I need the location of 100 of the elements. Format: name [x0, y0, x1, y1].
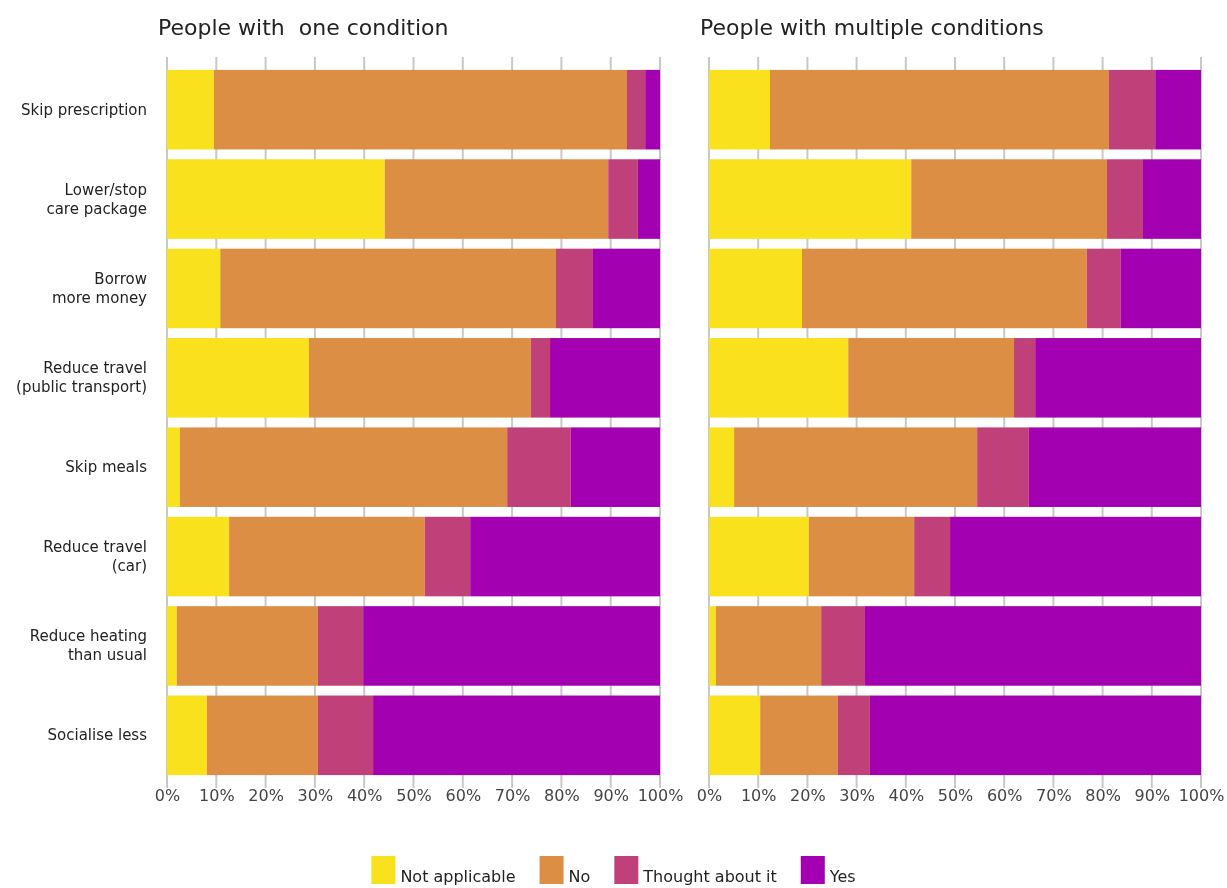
x-tick-label: 10%	[740, 786, 777, 806]
x-tick-label: 30%	[839, 786, 875, 806]
bar	[384, 159, 609, 239]
x-tick-label: 80%	[1085, 786, 1121, 806]
x-tick-label: 20%	[248, 786, 284, 806]
bar	[317, 695, 374, 776]
x-tick-label: 30%	[297, 786, 334, 806]
bar	[821, 606, 865, 686]
bar	[770, 69, 1109, 150]
x-tick-label: 40%	[346, 786, 383, 806]
legend-label: Yes	[828, 867, 856, 886]
bar	[167, 159, 385, 239]
legend-label: Not applicable	[400, 867, 516, 886]
y-tick-label: Reduce travel (car)	[43, 538, 147, 576]
bar	[837, 695, 870, 776]
bar	[363, 606, 660, 686]
bar	[167, 516, 230, 597]
bar	[470, 516, 660, 597]
x-tick-label: 60%	[986, 786, 1023, 806]
x-tick-label: 20%	[790, 786, 826, 806]
bar	[709, 606, 716, 686]
bar	[308, 338, 531, 418]
y-tick-label: Skip meals	[65, 458, 148, 477]
bar	[1086, 248, 1121, 329]
x-tick-label: 100%	[637, 786, 684, 806]
bar	[317, 606, 364, 686]
chart-title: People with multiple conditions	[700, 15, 1044, 40]
bar	[1014, 338, 1036, 418]
bar	[167, 248, 221, 329]
bar	[626, 69, 646, 150]
y-tick-label: Reduce travel (public transport)	[16, 359, 147, 397]
bar	[709, 516, 809, 597]
y-tick-label: Borrow more money	[51, 269, 148, 307]
x-tick-label: 0%	[154, 786, 181, 806]
bar	[1107, 159, 1143, 239]
bar	[709, 248, 802, 329]
y-tick-label: Skip prescription	[21, 100, 147, 119]
bar	[950, 516, 1201, 597]
bar	[206, 695, 318, 776]
bar	[808, 516, 915, 597]
bar	[645, 69, 660, 150]
legend-label: Thought about it	[642, 867, 777, 886]
x-tick-label: 40%	[888, 786, 925, 806]
y-tick-label: Lower/stop care package	[46, 180, 147, 218]
y-tick-label: Socialise less	[47, 726, 148, 745]
bar	[167, 427, 180, 507]
bar	[709, 69, 771, 150]
bar	[530, 338, 551, 418]
bar	[709, 159, 912, 239]
x-tick-label: 80%	[544, 786, 580, 806]
bar	[801, 248, 1087, 329]
x-tick-label: 10%	[199, 786, 235, 806]
x-tick-label: 100%	[1178, 786, 1225, 806]
bar	[555, 248, 593, 329]
x-tick-label: 70%	[1036, 786, 1072, 806]
bar	[507, 427, 571, 507]
bar	[848, 338, 1015, 418]
bar	[213, 69, 627, 150]
bar	[167, 606, 177, 686]
bar	[424, 516, 471, 597]
bar	[911, 159, 1108, 239]
chart-title: People with one condition	[158, 15, 449, 40]
x-tick-label: 50%	[937, 786, 974, 806]
bar	[373, 695, 660, 776]
bar	[709, 338, 849, 418]
bar	[550, 338, 660, 418]
bar	[637, 159, 660, 239]
bar	[709, 695, 761, 776]
bar	[167, 695, 207, 776]
bar	[176, 606, 318, 686]
bar	[229, 516, 425, 597]
bar	[1142, 159, 1201, 239]
bar	[592, 248, 660, 329]
bar	[864, 606, 1201, 686]
bar	[570, 427, 660, 507]
x-tick-label: 90%	[593, 786, 629, 806]
bar	[1028, 427, 1201, 507]
bar	[220, 248, 556, 329]
x-tick-label: 90%	[1134, 786, 1171, 806]
x-tick-label: 70%	[494, 786, 531, 806]
bar	[167, 69, 214, 150]
legend-label: No	[568, 867, 591, 886]
bar	[608, 159, 638, 239]
bar	[1109, 69, 1156, 150]
bar	[977, 427, 1029, 507]
bar	[715, 606, 822, 686]
bar	[869, 695, 1201, 776]
bar	[914, 516, 951, 597]
bar	[1035, 338, 1201, 418]
x-tick-label: 0%	[696, 786, 723, 806]
bar	[179, 427, 508, 507]
bar	[734, 427, 978, 507]
x-tick-label: 60%	[445, 786, 482, 806]
bar	[1120, 248, 1201, 329]
bar	[709, 427, 735, 507]
bar	[1155, 69, 1201, 150]
bar	[167, 338, 309, 418]
y-tick-label: Reduce heating than usual	[29, 627, 147, 665]
bar	[760, 695, 838, 776]
x-tick-label: 50%	[396, 786, 432, 806]
